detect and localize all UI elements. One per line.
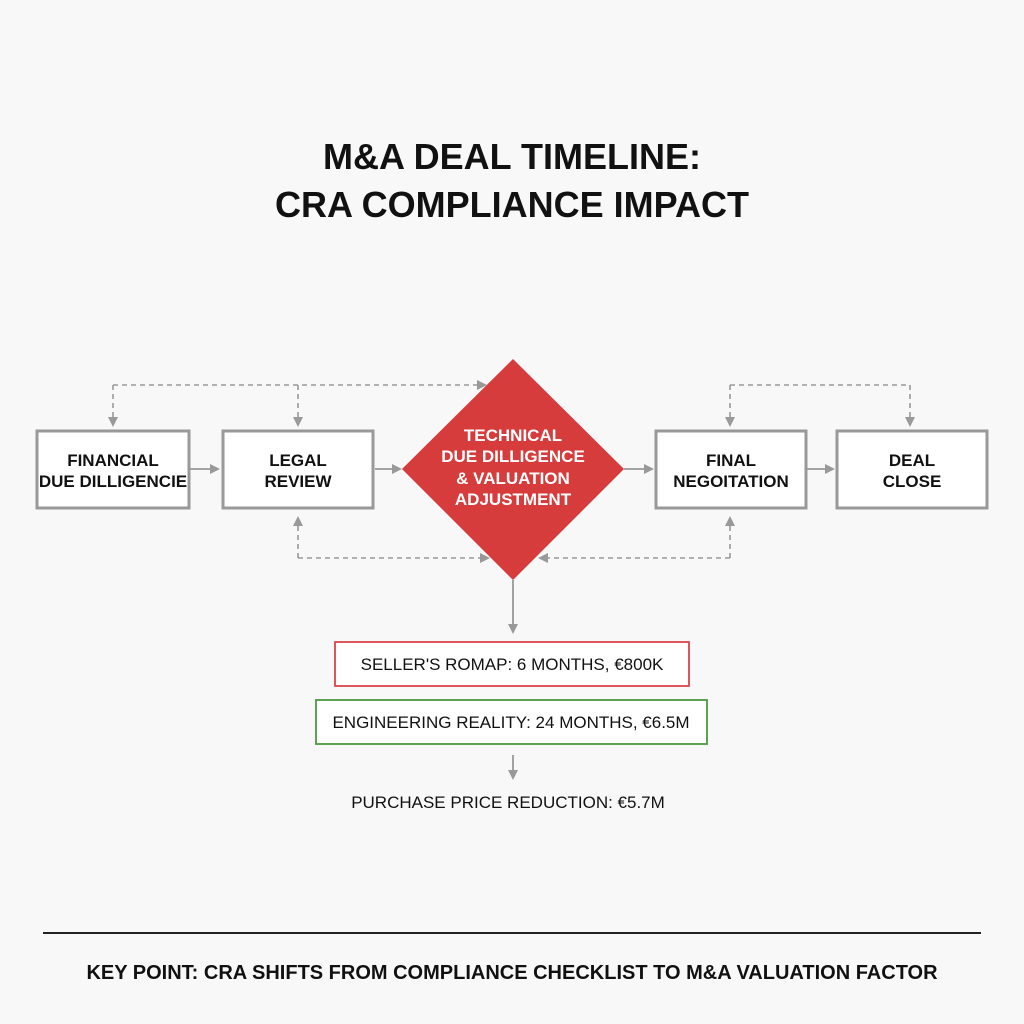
svg-text:DUE DILLIGENCIE: DUE DILLIGENCIE <box>39 472 187 491</box>
svg-text:ADJUSTMENT: ADJUSTMENT <box>455 490 572 509</box>
svg-text:REVIEW: REVIEW <box>264 472 332 491</box>
divider <box>43 932 981 934</box>
title-line-2: CRA COMPLIANCE IMPACT <box>275 184 749 225</box>
svg-text:DEAL: DEAL <box>889 451 935 470</box>
title-line-1: M&A DEAL TIMELINE: <box>323 136 701 177</box>
bottom-feedback-connector <box>293 516 735 563</box>
node-financial-due-diligence: FINANCIAL DUE DILLIGENCIE <box>35 429 191 510</box>
svg-text:CLOSE: CLOSE <box>883 472 942 491</box>
top-feedback-connector <box>108 380 915 427</box>
svg-text:NEGOITATION: NEGOITATION <box>673 472 789 491</box>
svg-text:FINAL: FINAL <box>706 451 756 470</box>
node-deal-close: DEAL CLOSE <box>835 429 989 510</box>
price-reduction-text: PURCHASE PRICE REDUCTION: €5.7M <box>351 793 665 812</box>
svg-text:SELLER'S ROMAP: 6 MONTHS, €800: SELLER'S ROMAP: 6 MONTHS, €800K <box>361 655 664 674</box>
node-technical-due-diligence: TECHNICAL DUE DILLIGENCE & VALUATION ADJ… <box>402 359 624 580</box>
engineering-estimate-box: ENGINEERING REALITY: 24 MONTHS, €6.5M <box>315 699 708 745</box>
svg-text:LEGAL: LEGAL <box>269 451 327 470</box>
seller-estimate-box: SELLER'S ROMAP: 6 MONTHS, €800K <box>334 641 690 687</box>
key-point: KEY POINT: CRA SHIFTS FROM COMPLIANCE CH… <box>86 962 938 984</box>
svg-text:TECHNICAL: TECHNICAL <box>464 426 562 445</box>
node-legal-review: LEGAL REVIEW <box>221 429 375 510</box>
svg-text:DUE DILLIGENCE: DUE DILLIGENCE <box>441 447 585 466</box>
svg-text:FINANCIAL: FINANCIAL <box>67 451 159 470</box>
svg-text:& VALUATION: & VALUATION <box>456 469 570 488</box>
svg-text:ENGINEERING REALITY: 24 MONTHS: ENGINEERING REALITY: 24 MONTHS, €6.5M <box>332 713 689 732</box>
flow-arrows <box>190 464 835 780</box>
node-final-negotiation: FINAL NEGOITATION <box>654 429 808 510</box>
